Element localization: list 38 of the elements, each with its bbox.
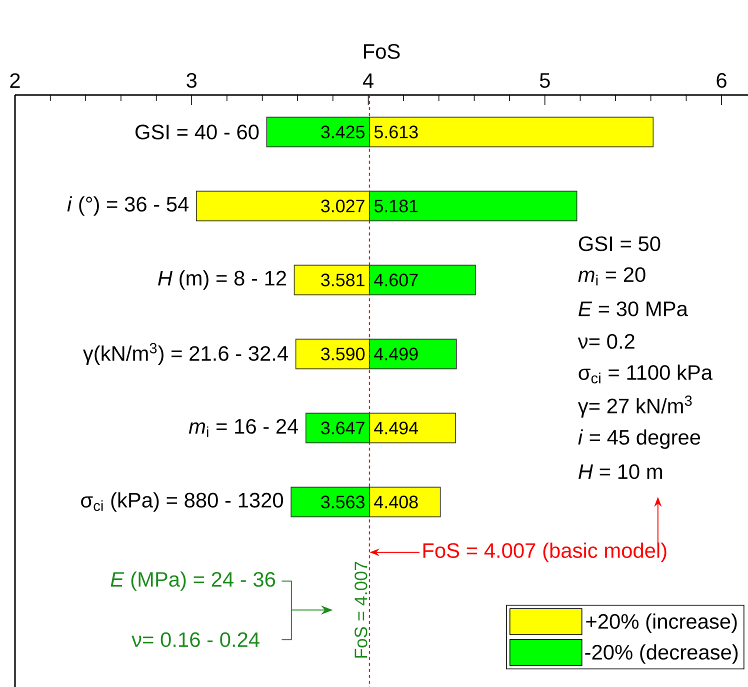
x-tick-label: 2 (10, 73, 20, 88)
data-label: 3.590 (321, 348, 365, 360)
data-label: 3.581 (321, 274, 364, 286)
y-tick-label: γ(kN/m$^{3}$) = 21.6 - 32.4 (82, 342, 288, 366)
data-label: 3.027 (321, 200, 364, 212)
annotation: E = 30 MPa (578, 301, 688, 316)
text: ν= 0.16 - 0.24 (132, 632, 260, 648)
legend-label: +20% (increase) (586, 614, 737, 633)
data-label: 3.425 (321, 126, 365, 138)
data-label: 5.613 (374, 126, 418, 138)
x-axis-title: FoS (364, 44, 400, 59)
ref-line-label: FoS = 4.007 (354, 562, 368, 658)
annotation: H = 10 m (578, 464, 662, 480)
data-label: 3.563 (321, 496, 365, 508)
annotation: σ$_{ci}$ = 1100 kPa (578, 364, 713, 384)
annotation: ν= 0.2 (578, 334, 634, 349)
annotation: γ= 27 kN/m$^{3}$ (578, 396, 692, 418)
annotation: i = 45 degree (578, 429, 700, 449)
y-tick-label: σ$_{ci}$ (kPa) = 880 - 1320 (81, 492, 284, 512)
data-label: 4.408 (374, 496, 418, 508)
data-label: 4.494 (374, 422, 418, 434)
y-tick-label: GSI = 40 - 60 (136, 124, 259, 140)
annotation: GSI = 50 (578, 236, 660, 252)
y-tick-label: i (°) = 36 - 54 (67, 196, 189, 216)
legend-label: -20% (decrease) (585, 644, 738, 664)
data-label: 4.607 (374, 274, 418, 286)
text: E (MPa) = 24 - 36 (110, 571, 276, 591)
text: FoS = 4.007 (basic model) (423, 542, 666, 562)
data-label: 4.499 (374, 348, 418, 360)
data-label: 3.647 (321, 422, 364, 434)
y-tick-label: H (m) = 8 - 12 (158, 270, 286, 290)
x-tick-label: 3 (186, 73, 197, 88)
y-tick-label: m$_{i}$ = 16 - 24 (188, 418, 298, 438)
x-tick-label: 6 (716, 73, 726, 88)
annotation: m$_{i}$ = 20 (578, 267, 646, 286)
x-tick-label: 4 (362, 73, 374, 88)
x-tick-label: 5 (540, 73, 550, 88)
data-label: 5.181 (374, 200, 418, 212)
